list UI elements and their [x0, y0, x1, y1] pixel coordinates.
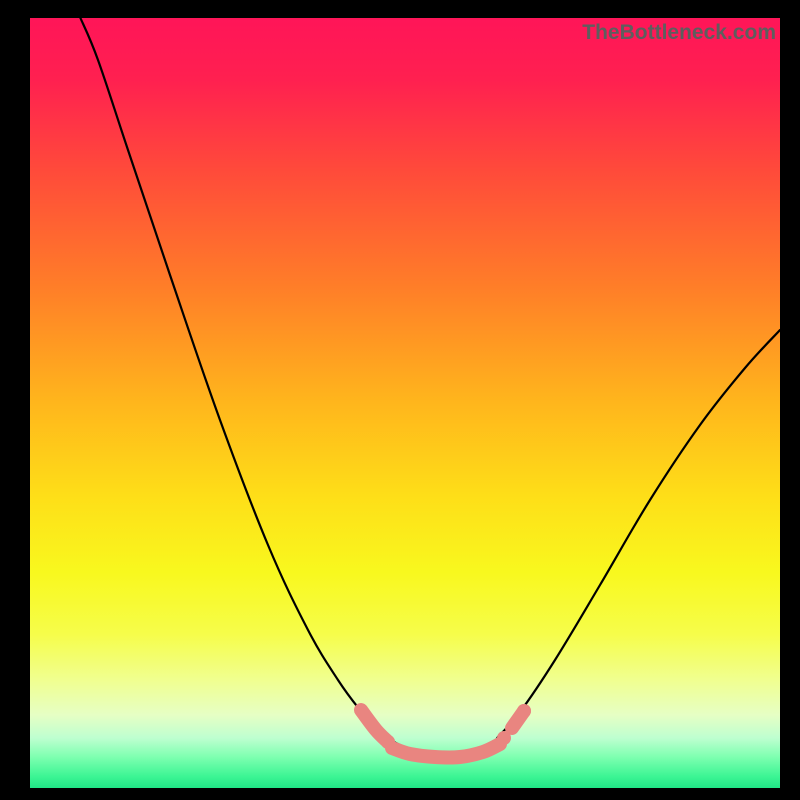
border-left: [0, 0, 30, 800]
gradient-background: [30, 18, 780, 788]
border-top: [0, 0, 800, 18]
border-right: [780, 0, 800, 800]
salmon-cap: [381, 735, 395, 749]
chart-svg: [0, 0, 800, 800]
chart-frame: TheBottleneck.com: [0, 0, 800, 800]
watermark-text: TheBottleneck.com: [582, 21, 776, 45]
salmon-cap: [517, 704, 531, 718]
salmon-cap: [497, 731, 511, 745]
border-bottom: [0, 788, 800, 800]
